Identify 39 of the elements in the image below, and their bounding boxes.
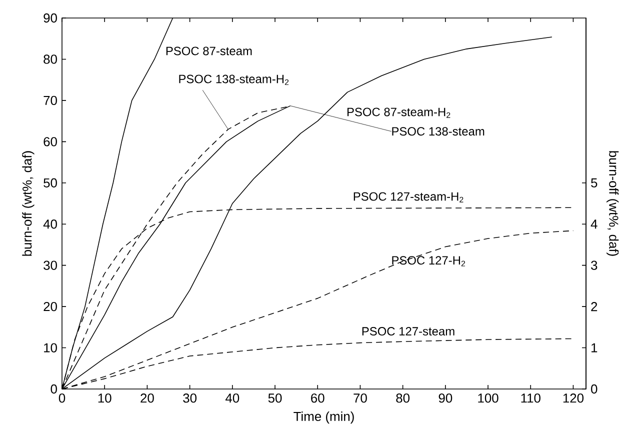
series-label: PSOC 127-steam bbox=[362, 327, 454, 336]
x-tick-label: 30 bbox=[183, 394, 197, 403]
y2-tick-label: 2 bbox=[591, 302, 598, 312]
y-axis-title: burn-off (wt%, daf) bbox=[22, 151, 34, 256]
y-tick-label: 50 bbox=[44, 178, 57, 188]
y-tick-label: 80 bbox=[44, 54, 57, 64]
x-tick-label: 90 bbox=[438, 394, 452, 403]
x-tick-label: 50 bbox=[268, 394, 282, 403]
series-label: PSOC 127-H$_{2}$ bbox=[392, 256, 466, 266]
x-tick-label: 100 bbox=[478, 394, 498, 403]
series-label: PSOC 87-steam bbox=[166, 46, 252, 56]
x-tick-label: 110 bbox=[521, 394, 540, 403]
x-tick-label: 10 bbox=[98, 394, 112, 403]
x-tick-label: 0 bbox=[58, 394, 66, 403]
y2-tick-label: 3 bbox=[591, 260, 598, 270]
y-tick-label: 90 bbox=[44, 13, 57, 23]
x-tick-label: 60 bbox=[311, 394, 324, 403]
series-label: PSOC 127-steam-H$_{2}$ bbox=[354, 192, 464, 202]
y-tick-label: 60 bbox=[44, 137, 57, 146]
y2-tick-label: 1 bbox=[592, 343, 598, 352]
y2-tick-label: 5 bbox=[591, 178, 598, 188]
y-tick-label: 10 bbox=[44, 343, 57, 352]
y2-axis-title: burn-off (wt%, daf) bbox=[606, 151, 619, 256]
x-tick-label: 40 bbox=[226, 394, 240, 403]
x-tick-label: 20 bbox=[140, 394, 154, 403]
x-tick-label: 120 bbox=[563, 394, 584, 403]
y-tick-label: 70 bbox=[44, 96, 57, 106]
y-tick-label: 0 bbox=[50, 384, 57, 394]
series-label: PSOC 138-steam-H$_{2}$ bbox=[179, 74, 289, 85]
x-tick-label: 70 bbox=[354, 394, 367, 403]
y-tick-label: 20 bbox=[44, 302, 57, 312]
x-tick-label: 80 bbox=[396, 394, 410, 403]
series-label: PSOC 87-steam-H$_{2}$ bbox=[347, 108, 450, 118]
y2-tick-label: 0 bbox=[591, 384, 598, 394]
y-tick-label: 40 bbox=[43, 220, 57, 229]
y-tick-label: 30 bbox=[44, 260, 57, 270]
y2-tick-label: 4 bbox=[590, 220, 598, 229]
x-axis-title: Time (min) bbox=[294, 412, 354, 424]
text: PSOC 138-steam bbox=[392, 127, 484, 136]
